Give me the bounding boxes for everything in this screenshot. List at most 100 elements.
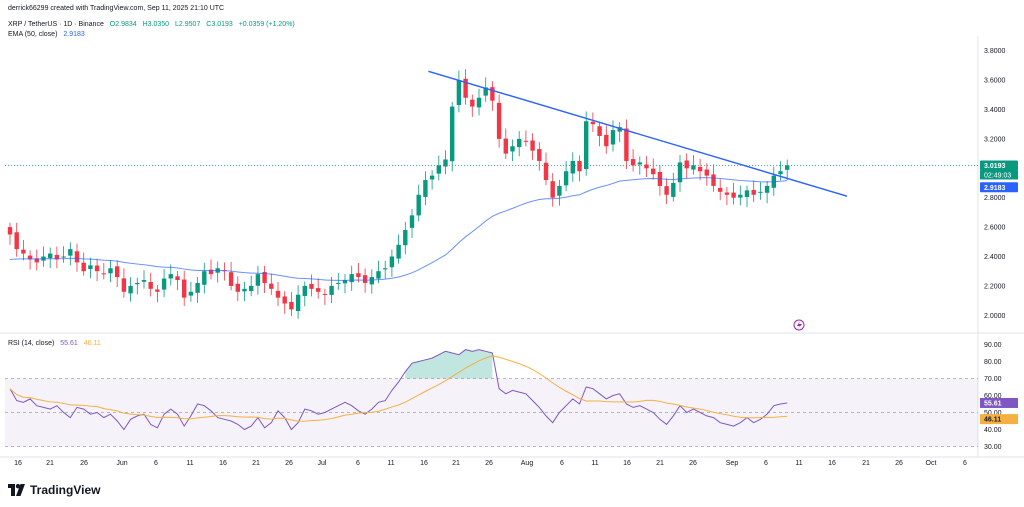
time-tick-label: 6 xyxy=(154,460,158,467)
ohlc-high: H3.0350 xyxy=(142,21,170,28)
time-tick-label: Sep xyxy=(726,460,739,467)
candle-body xyxy=(141,280,147,282)
countdown-badge: 02:49:03 xyxy=(984,172,1011,179)
time-tick-label: 6 xyxy=(963,460,967,467)
candle-body xyxy=(704,169,709,176)
rsi-tick-label: 70.00 xyxy=(984,376,1002,383)
candle-body xyxy=(403,230,408,246)
time-tick-label: 16 xyxy=(420,460,428,467)
candle-body xyxy=(27,255,33,260)
candle-body xyxy=(496,102,502,139)
candle-body xyxy=(637,162,642,165)
candle-body xyxy=(450,106,455,162)
candle-body xyxy=(396,244,401,259)
countdown-bg xyxy=(980,170,1018,180)
candle-body xyxy=(235,283,240,292)
candle-body xyxy=(778,171,783,175)
candle-body xyxy=(470,99,475,107)
candle-body xyxy=(94,265,100,272)
ohlc-close: C3.0193 xyxy=(206,21,233,28)
candle-body xyxy=(684,160,689,169)
candle-body xyxy=(342,280,348,284)
symbol-legend[interactable]: XRP / TetherUS · 1D · Binance O2.9834 H3… xyxy=(8,20,299,29)
rsi-tick-label: 50.00 xyxy=(984,410,1002,417)
rsi-tick-label: 90.00 xyxy=(984,342,1002,349)
candle-body xyxy=(563,171,569,186)
candle-body xyxy=(429,175,435,180)
candle-body xyxy=(249,285,254,292)
candle-body xyxy=(329,285,334,295)
candle-body xyxy=(550,181,555,198)
candle-body xyxy=(115,266,120,278)
candle-body xyxy=(423,180,428,197)
price-tick-label: 2.4000 xyxy=(984,254,1006,261)
candle-body xyxy=(148,282,153,289)
candle-body xyxy=(764,185,770,193)
candle-body xyxy=(14,232,19,250)
candle-body xyxy=(503,138,508,154)
candle-body xyxy=(369,277,374,285)
time-tick-label: 21 xyxy=(656,460,664,467)
candle-body xyxy=(597,126,602,136)
candle-body xyxy=(718,187,723,192)
candle-body xyxy=(456,80,462,105)
time-tick-label: Jun xyxy=(116,460,127,467)
candle-body xyxy=(128,285,133,294)
alert-bolt xyxy=(797,321,802,329)
candle-body xyxy=(74,251,80,263)
candle-body xyxy=(537,149,542,161)
candle-body xyxy=(168,274,173,279)
candle-body xyxy=(242,288,247,292)
rsi-line xyxy=(9,349,788,431)
candle-body xyxy=(208,269,214,275)
candle-body xyxy=(617,127,622,132)
candle-body xyxy=(262,271,267,283)
candle-body xyxy=(316,288,321,292)
candle-body xyxy=(691,165,696,170)
ohlc-open: O2.9834 xyxy=(109,21,137,28)
time-tick-label: 11 xyxy=(186,460,193,467)
rsi-tick-label: 80.00 xyxy=(984,359,1002,366)
tradingview-brand[interactable]: TradingView xyxy=(8,483,100,497)
candle-body xyxy=(68,249,73,256)
ema-legend[interactable]: EMA (50, close) 2.9183 xyxy=(8,30,89,39)
candle-body xyxy=(758,191,763,193)
candle-body xyxy=(101,273,106,275)
candle-body xyxy=(362,275,368,283)
candle-body xyxy=(175,276,180,281)
candle-body xyxy=(121,278,127,292)
candle-body xyxy=(731,192,736,198)
ema-line xyxy=(9,177,788,281)
candle-body xyxy=(269,283,274,289)
time-tick-label: 6 xyxy=(356,460,360,467)
rsi-ma-badge: 46.11 xyxy=(984,417,1001,424)
price-tick-label: 2.6000 xyxy=(984,225,1006,232)
time-tick-label: 6 xyxy=(764,460,768,467)
candle-body xyxy=(697,166,703,172)
time-tick-label: Aug xyxy=(521,460,534,467)
ema-label: EMA (50, close) xyxy=(8,31,58,38)
time-tick-label: 26 xyxy=(895,460,903,467)
candle-body xyxy=(671,183,676,197)
price-tick-label: 3.4000 xyxy=(984,107,1006,114)
candle-body xyxy=(383,268,388,270)
time-tick-label: 21 xyxy=(46,460,54,467)
time-tick-label: Jul xyxy=(318,460,327,467)
candle-body xyxy=(155,289,160,292)
candle-body xyxy=(543,162,549,181)
candle-body xyxy=(443,159,448,167)
rsi-overbought-fill xyxy=(405,349,493,379)
rsi-badge-bg xyxy=(980,397,1018,408)
candle-body xyxy=(738,194,743,198)
candle-body xyxy=(463,78,468,98)
rsi-legend[interactable]: RSI (14, close) 55.61 46.11 xyxy=(8,339,105,348)
time-tick-label: 26 xyxy=(689,460,697,467)
candle-body xyxy=(34,258,39,263)
time-tick-label: 11 xyxy=(387,460,394,467)
ema-badge: 2.9183 xyxy=(984,185,1006,192)
price-tick-label: 3.8000 xyxy=(984,48,1006,55)
candle-body xyxy=(322,293,328,295)
candle-body xyxy=(483,87,488,96)
candle-body xyxy=(275,290,281,298)
